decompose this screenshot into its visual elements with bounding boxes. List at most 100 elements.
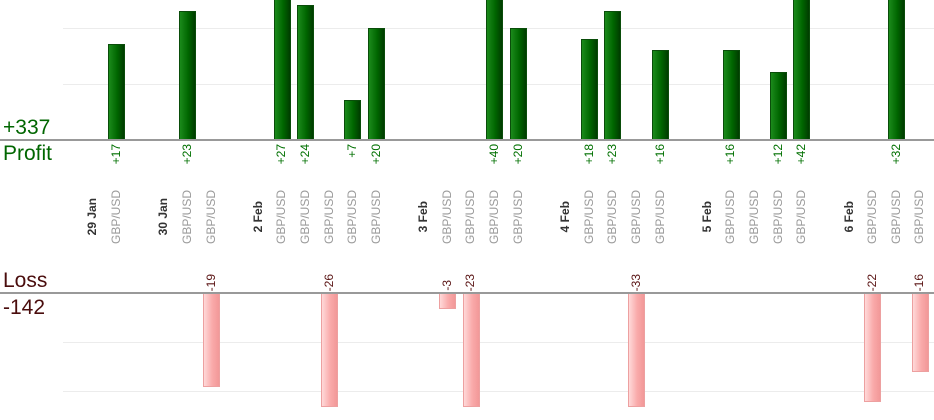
symbol-label-slot: GBP/USD <box>483 184 507 250</box>
profit-value-label-slot: +7 <box>341 144 365 190</box>
date-label: 5 Feb <box>699 201 714 233</box>
date-label: 4 Feb <box>558 201 573 233</box>
profit-value-label: +16 <box>723 144 738 165</box>
symbol-label: GBP/USD <box>794 189 809 244</box>
symbol-label: GBP/USD <box>912 189 927 244</box>
profit-bar <box>368 28 386 139</box>
symbol-label-slot: GBP/USD <box>577 184 601 250</box>
profit-plot-area <box>0 0 934 139</box>
symbol-label: GBP/USD <box>298 189 313 244</box>
symbol-label-slot: GBP/USD <box>294 184 318 250</box>
symbol-label-slot: GBP/USD <box>105 184 129 250</box>
profit-value-label-slot: +16 <box>719 144 743 190</box>
symbol-label-slot: GBP/USD <box>908 184 932 250</box>
date-label-slot: 2 Feb <box>247 184 271 250</box>
profit-value-label-slot: +23 <box>176 144 200 190</box>
loss-axis-title: Loss <box>3 269 48 292</box>
profit-value-label-slot: +27 <box>270 144 294 190</box>
profit-value-label: +27 <box>274 144 289 165</box>
symbol-label-slot: GBP/USD <box>365 184 389 250</box>
symbol-label: GBP/USD <box>652 189 667 244</box>
profit-value-label: +42 <box>794 144 809 165</box>
symbol-label-slot: GBP/USD <box>743 184 767 250</box>
loss-bar <box>320 294 338 407</box>
profit-value-label: +20 <box>368 144 383 165</box>
symbol-label-slot: GBP/USD <box>766 184 790 250</box>
loss-value-label-slot: -33 <box>625 248 649 291</box>
loss-gridline-20 <box>63 391 934 392</box>
symbol-label: GBP/USD <box>581 189 596 244</box>
loss-bar <box>438 294 456 309</box>
symbol-label-slot: GBP/USD <box>885 184 909 250</box>
profit-value-label: +32 <box>888 144 903 165</box>
date-label-slot: 29 Jan <box>81 184 105 250</box>
symbol-label: GBP/USD <box>888 189 903 244</box>
symbol-label-slot: GBP/USD <box>318 184 342 250</box>
profit-axis-title: Profit <box>3 142 53 165</box>
profit-bar <box>651 50 669 139</box>
symbol-label: GBP/USD <box>605 189 620 244</box>
profit-bar <box>486 0 504 139</box>
loss-value-label-slot: -23 <box>459 248 483 291</box>
symbol-label: GBP/USD <box>723 189 738 244</box>
loss-bar <box>202 294 220 387</box>
loss-value-label: -33 <box>628 273 643 291</box>
loss-value-label: -26 <box>321 273 336 291</box>
symbol-label: GBP/USD <box>487 189 502 244</box>
loss-value-label: -3 <box>439 280 454 291</box>
symbol-label: GBP/USD <box>463 189 478 244</box>
loss-gridline-10 <box>63 342 934 343</box>
profit-value-label: +23 <box>179 144 194 165</box>
loss-value-label-slot: -26 <box>318 248 342 291</box>
loss-bar <box>911 294 929 372</box>
symbol-label: GBP/USD <box>510 189 525 244</box>
profit-value-label-slot: +17 <box>105 144 129 190</box>
symbol-label: GBP/USD <box>179 189 194 244</box>
profit-bar <box>297 5 315 139</box>
date-label: 2 Feb <box>250 201 265 233</box>
symbol-label: GBP/USD <box>439 189 454 244</box>
profit-value-label: +20 <box>510 144 525 165</box>
symbol-label-slot: GBP/USD <box>648 184 672 250</box>
loss-value-label: -19 <box>203 273 218 291</box>
profit-value-label: +12 <box>770 144 785 165</box>
symbol-label: GBP/USD <box>368 189 383 244</box>
profit-bar <box>580 39 598 139</box>
date-label-slot: 6 Feb <box>837 184 861 250</box>
symbol-label-slot: GBP/USD <box>341 184 365 250</box>
profit-value-label-slot: +23 <box>601 144 625 190</box>
loss-axis-line <box>0 292 934 294</box>
symbol-label: GBP/USD <box>274 189 289 244</box>
loss-value-label: -23 <box>463 273 478 291</box>
profit-value-label-slot: +20 <box>365 144 389 190</box>
symbol-label-slot: GBP/USD <box>790 184 814 250</box>
profit-value-label-slot: +20 <box>507 144 531 190</box>
date-label: 30 Jan <box>156 198 171 236</box>
loss-plot-area <box>0 294 934 407</box>
loss-total: -142 <box>3 296 46 319</box>
loss-value-label: -16 <box>912 273 927 291</box>
profit-bar <box>604 11 622 139</box>
symbol-label: GBP/USD <box>345 189 360 244</box>
symbol-label-slot: GBP/USD <box>199 184 223 250</box>
profit-value-label-slot: +24 <box>294 144 318 190</box>
symbol-label-slot: GBP/USD <box>601 184 625 250</box>
profit-value-label-slot: +40 <box>483 144 507 190</box>
profit-bar <box>722 50 740 139</box>
loss-bar <box>864 294 882 402</box>
date-label-slot: 30 Jan <box>152 184 176 250</box>
loss-bar <box>628 294 645 407</box>
profit-bar <box>273 0 291 139</box>
date-label-slot: 3 Feb <box>412 184 436 250</box>
profit-value-label-slot: +42 <box>790 144 814 190</box>
profit-bar <box>769 72 787 139</box>
profit-bar <box>509 28 527 139</box>
symbol-label-slot: GBP/USD <box>719 184 743 250</box>
profit-total: +337 <box>3 116 51 139</box>
profit-value-label-slot: +32 <box>885 144 909 190</box>
profit-bar <box>179 11 197 139</box>
symbol-label-slot: GBP/USD <box>436 184 460 250</box>
profit-value-label: +18 <box>581 144 596 165</box>
profit-axis-line <box>0 139 934 141</box>
date-label-slot: 4 Feb <box>554 184 578 250</box>
